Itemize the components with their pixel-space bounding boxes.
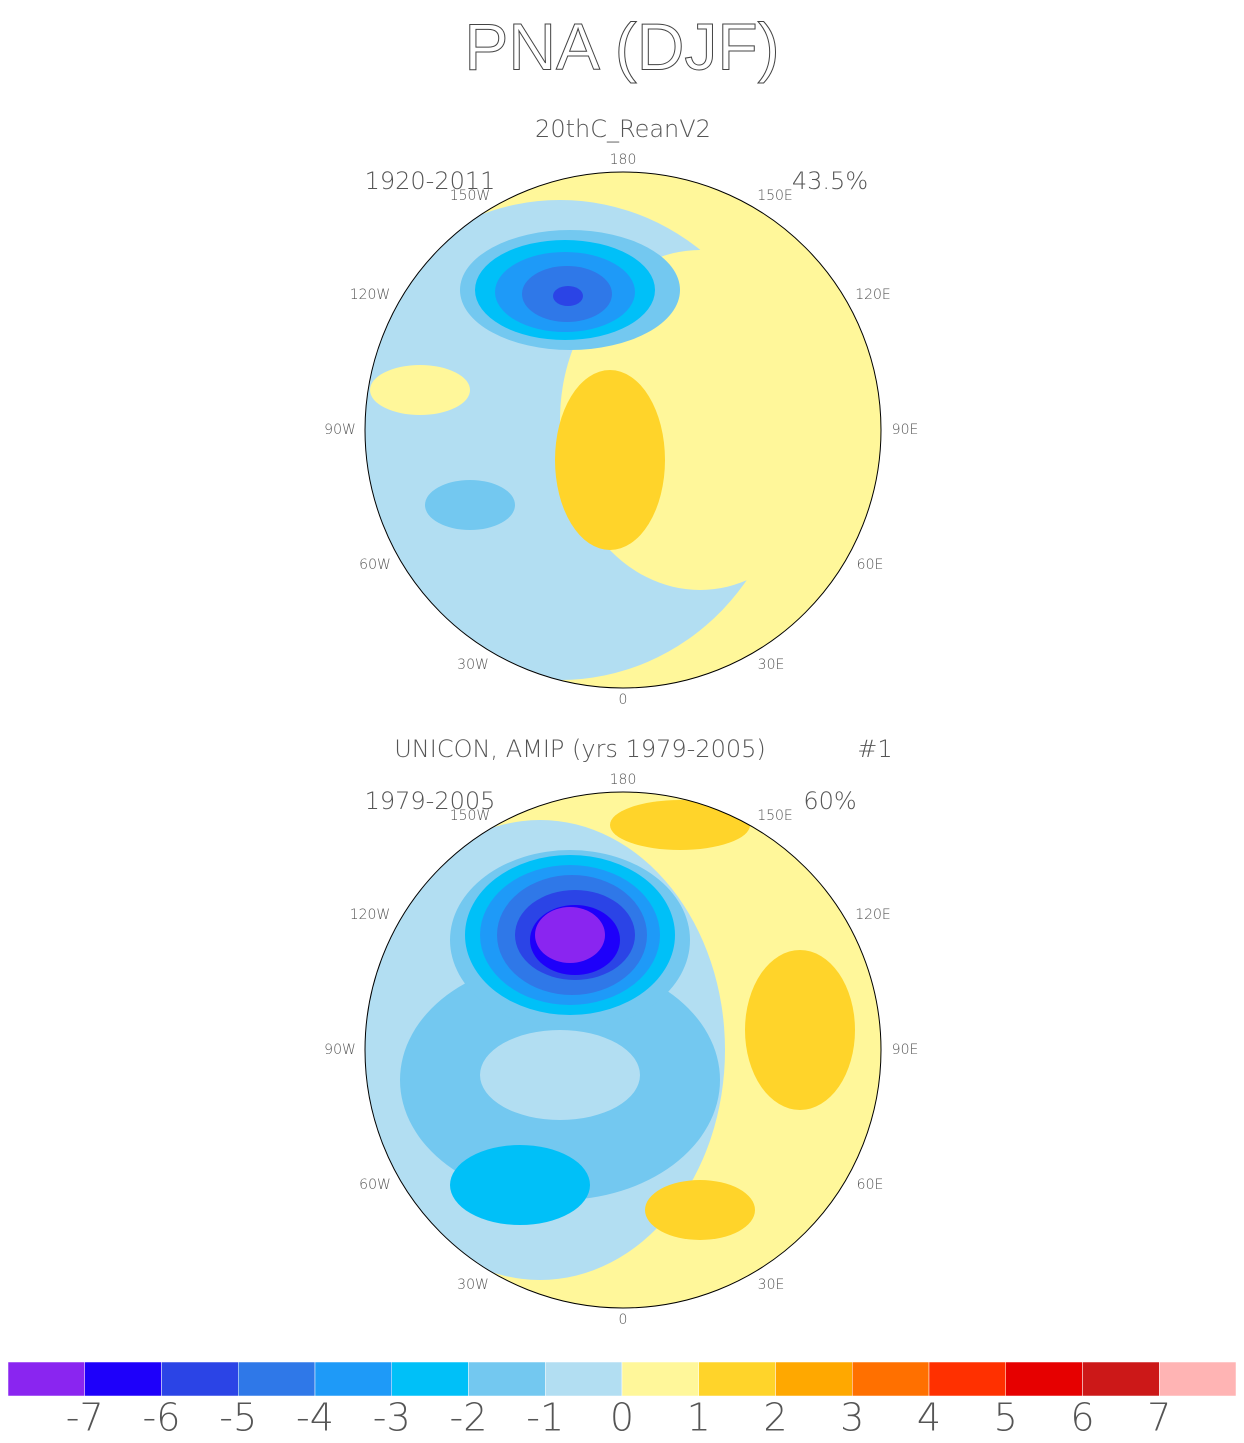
colorbar-tick-label: 1 xyxy=(687,1396,711,1440)
contour-region xyxy=(370,365,470,415)
variance-label: 43.5% xyxy=(792,167,868,195)
colorbar-cell xyxy=(852,1361,930,1397)
period-label: 1979-2005 xyxy=(365,787,496,815)
longitude-label: 150E xyxy=(757,188,793,204)
colorbar-tick-label: -6 xyxy=(143,1396,181,1440)
longitude-label: 0 xyxy=(619,692,628,708)
longitude-label: 90W xyxy=(324,1042,356,1058)
longitude-label: 120W xyxy=(350,287,391,303)
colorbar-tick-label: 5 xyxy=(994,1396,1018,1440)
map-border xyxy=(364,791,882,1309)
longitude-label: 30E xyxy=(758,1277,785,1293)
colorbar-tick-label: -5 xyxy=(219,1396,257,1440)
longitude-label: 150E xyxy=(757,808,793,824)
map-border xyxy=(364,171,882,689)
colorbar-cell xyxy=(545,1361,623,1397)
colorbar-tick-label: -3 xyxy=(373,1396,411,1440)
contour-region xyxy=(555,370,665,550)
contour-region xyxy=(553,286,583,306)
colorbar-cell xyxy=(161,1361,239,1397)
contour-region xyxy=(610,800,750,850)
colorbar-tick-label: 7 xyxy=(1147,1396,1171,1440)
longitude-label: 90E xyxy=(892,422,919,438)
longitude-label: 180 xyxy=(610,152,637,168)
longitude-label: 90W xyxy=(324,422,356,438)
contour-region xyxy=(535,907,605,963)
colorbar-cell xyxy=(238,1361,316,1397)
longitude-label: 120W xyxy=(350,907,391,923)
longitude-label: 120E xyxy=(855,907,891,923)
colorbar-cell xyxy=(1082,1361,1160,1397)
period-label: 1920-2011 xyxy=(365,167,496,195)
colorbar-tick-label: -1 xyxy=(526,1396,564,1440)
colorbar-cell xyxy=(928,1361,1006,1397)
contour-region xyxy=(745,950,855,1110)
member-label: #1 xyxy=(857,735,892,763)
longitude-label: 30W xyxy=(457,657,489,673)
longitude-label: 30W xyxy=(457,1277,489,1293)
longitude-label: 30E xyxy=(758,657,785,673)
longitude-label: 90E xyxy=(892,1042,919,1058)
colorbar-tick-label: 4 xyxy=(917,1396,941,1440)
contour-region xyxy=(480,1030,640,1120)
colorbar-cell xyxy=(84,1361,162,1397)
colorbar-cell xyxy=(314,1361,392,1397)
contour-region xyxy=(450,1145,590,1225)
longitude-label: 150W xyxy=(450,808,491,824)
longitude-label: 150W xyxy=(450,188,491,204)
longitude-label: 180 xyxy=(610,772,637,788)
colorbar-cell xyxy=(698,1361,776,1397)
contour-region xyxy=(645,1180,755,1240)
colorbar-cell xyxy=(621,1361,699,1397)
map-panel xyxy=(365,792,881,1308)
colorbar-tick-label: 2 xyxy=(763,1396,787,1440)
contour-region xyxy=(425,480,515,530)
colorbar-cell xyxy=(1005,1361,1083,1397)
longitude-label: 120E xyxy=(855,287,891,303)
colorbar-cell xyxy=(391,1361,469,1397)
longitude-label: 60E xyxy=(857,1177,884,1193)
colorbar-cell xyxy=(468,1361,546,1397)
colorbar-tick-label: 6 xyxy=(1070,1396,1094,1440)
map-panel xyxy=(365,172,881,688)
colorbar-cell xyxy=(7,1361,85,1397)
colorbar-cell xyxy=(1159,1361,1237,1397)
panel-subtitle: 20thC_ReanV2 xyxy=(535,115,711,143)
panel-subtitle: UNICON, AMIP (yrs 1979-2005) xyxy=(394,735,766,763)
colorbar-cell xyxy=(775,1361,853,1397)
title: PNA (DJF) xyxy=(464,9,779,83)
colorbar-tick-label: 0 xyxy=(610,1396,634,1440)
longitude-label: 60E xyxy=(857,557,884,573)
longitude-label: 0 xyxy=(619,1312,628,1328)
longitude-label: 60W xyxy=(359,1177,391,1193)
colorbar-tick-label: -7 xyxy=(66,1396,104,1440)
colorbar-tick-label: -4 xyxy=(296,1396,334,1440)
colorbar-tick-label: 3 xyxy=(840,1396,864,1440)
variance-label: 60% xyxy=(803,787,856,815)
longitude-label: 60W xyxy=(359,557,391,573)
colorbar-tick-label: -2 xyxy=(450,1396,488,1440)
